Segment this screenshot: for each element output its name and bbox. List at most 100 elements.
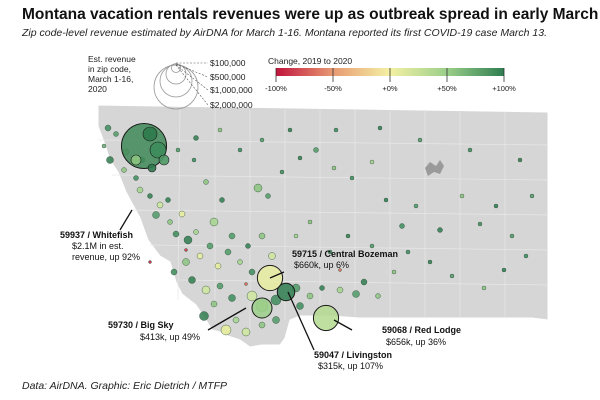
size-legend-1m: $1,000,000 xyxy=(210,85,253,95)
zip-dot xyxy=(133,175,139,181)
zip-dot xyxy=(191,157,197,163)
zip-dot xyxy=(477,221,483,227)
zip-bubble xyxy=(158,154,170,166)
zip-dot xyxy=(156,201,164,209)
zip-dot xyxy=(178,210,186,218)
color-legend-tick-label: +50% xyxy=(437,84,457,93)
callout-livingston-detail: $315k, up 107% xyxy=(318,361,383,371)
zip-dot xyxy=(338,268,342,272)
zip-dot xyxy=(481,285,487,291)
montana-state-shape xyxy=(97,104,549,348)
zip-dot xyxy=(369,243,375,249)
zip-bubble xyxy=(147,163,157,173)
zip-dot xyxy=(228,232,236,240)
zip-dot xyxy=(272,316,280,324)
zip-dot xyxy=(248,268,256,276)
zip-dot xyxy=(196,252,204,260)
zip-dot xyxy=(210,300,218,308)
zip-dot xyxy=(307,219,313,225)
color-legend: Change, 2019 to 2020 -100% -50% +0% +50% +10… xyxy=(265,56,516,93)
zip-dot xyxy=(467,147,473,153)
zip-dot xyxy=(258,321,266,329)
color-legend-tick-label: -100% xyxy=(265,84,287,93)
zip-bubble-59068 xyxy=(312,304,340,332)
callout-leader-lines xyxy=(119,209,353,351)
zip-dot xyxy=(241,327,251,337)
zip-dot xyxy=(217,127,223,133)
zip-dot xyxy=(369,159,375,165)
fort-peck-lake xyxy=(425,160,444,176)
size-legend-label-3: March 1-16, xyxy=(88,74,133,84)
chart-title: Montana vacation rentals revenues were u… xyxy=(22,6,599,23)
zip-bubble xyxy=(149,141,167,159)
zip-dot xyxy=(147,193,153,199)
zip-dot xyxy=(352,290,360,298)
zip-dot xyxy=(228,294,236,302)
zip-dot xyxy=(391,269,397,275)
zip-dot xyxy=(265,193,271,199)
zip-dot xyxy=(293,233,299,239)
size-legend-label-2: in zip code, xyxy=(88,64,131,74)
color-legend-tick-label: +0% xyxy=(382,84,398,93)
zip-dot xyxy=(182,258,190,266)
zip-dot xyxy=(214,262,222,270)
callout-big-sky-detail: $413k, up 49% xyxy=(140,332,200,342)
zip-dot xyxy=(306,292,314,300)
zip-dot xyxy=(360,278,368,286)
zip-dot xyxy=(459,193,465,199)
zip-dot xyxy=(331,165,337,171)
zip-dot xyxy=(165,197,171,203)
zip-dot xyxy=(172,230,180,238)
zip-dot xyxy=(232,316,240,324)
zip-dot xyxy=(101,143,107,149)
size-legend-500k: $500,000 xyxy=(210,72,246,82)
zip-dot xyxy=(509,233,515,239)
zip-dot xyxy=(405,249,411,255)
zip-dot xyxy=(193,135,199,141)
zip-bubble-59730 xyxy=(251,297,273,319)
zip-dot xyxy=(188,276,196,284)
zip-dot xyxy=(184,248,188,252)
color-legend-title: Change, 2019 to 2020 xyxy=(268,56,352,66)
zip-dot xyxy=(237,259,243,265)
zip-dot xyxy=(183,235,193,245)
callout-central-bozeman-zip: 59715 / Central Bozeman xyxy=(292,249,398,259)
zip-dot xyxy=(319,285,325,291)
zip-dot xyxy=(203,179,209,185)
zip-dot xyxy=(345,233,351,239)
callout-whitefish-detail-1: $2.1M in est. xyxy=(72,241,124,251)
zip-dot xyxy=(170,268,178,276)
zip-dot xyxy=(501,267,507,273)
zip-dot xyxy=(136,186,144,194)
zip-dot xyxy=(377,125,383,131)
size-legend-label-4: 2020 xyxy=(88,84,107,94)
callout-livingston-zip: 59047 / Livingston xyxy=(314,350,392,360)
zip-dot xyxy=(449,273,455,279)
zip-dot xyxy=(529,193,535,199)
zip-dot xyxy=(224,248,232,256)
callout-red-lodge-zip: 59068 / Red Lodge xyxy=(382,325,461,335)
zip-dot xyxy=(258,232,266,240)
zip-dot xyxy=(244,282,248,286)
zip-dot xyxy=(206,242,214,250)
zip-dot xyxy=(399,223,405,229)
zip-dot xyxy=(121,167,127,173)
zip-dot xyxy=(193,229,199,235)
zip-dot xyxy=(237,147,243,153)
zip-dot xyxy=(259,137,265,143)
zip-dot xyxy=(216,282,224,290)
zip-dot xyxy=(427,259,433,265)
zip-dot xyxy=(219,197,225,203)
size-legend-100k: $100,000 xyxy=(210,58,246,68)
zip-dot xyxy=(523,253,529,259)
color-legend-tick-label: -50% xyxy=(324,84,342,93)
source-note: Data: AirDNA. Graphic: Eric Dietrich / M… xyxy=(22,380,227,392)
zip-dot xyxy=(413,203,419,209)
zip-dot xyxy=(106,156,114,164)
chart-subtitle: Zip code-level revenue estimated by AirD… xyxy=(22,27,548,39)
zip-dot xyxy=(220,324,232,336)
callout-whitefish-zip: 59937 / Whitefish xyxy=(60,230,133,240)
zip-dot xyxy=(336,286,344,294)
zip-dot xyxy=(175,147,181,153)
size-legend-label-1: Est. revenue xyxy=(88,54,136,64)
